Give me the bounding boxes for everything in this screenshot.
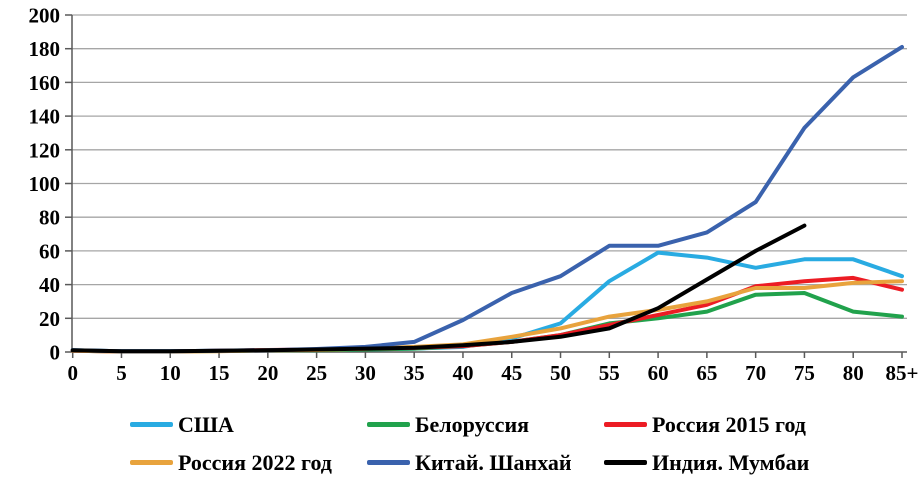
x-tick-label-55: 55 [599,361,620,385]
legend-swatch-russia-2022 [130,460,173,465]
y-tick-label-140: 140 [29,105,61,129]
legend-swatch-russia-2015 [604,422,647,427]
x-tick-label-10: 10 [160,361,181,385]
x-tick-label-5: 5 [116,361,127,385]
legend-item-russia-2015: Россия 2015 год [604,412,809,437]
x-tick-label-85+: 85+ [886,361,918,385]
x-tick-label-65: 65 [696,361,717,385]
y-tick-label-60: 60 [39,239,60,263]
x-tick-label-20: 20 [257,361,278,385]
legend-item-china-shanghai: Китай. Шанхай [367,450,604,475]
y-tick-label-100: 100 [29,172,61,196]
legend-item-russia-2022: Россия 2022 год [130,450,367,475]
x-tick-label-80: 80 [843,361,864,385]
x-tick-label-50: 50 [550,361,571,385]
x-tick-label-15: 15 [209,361,230,385]
y-tick-label-120: 120 [29,138,61,162]
legend-item-india-mumbai: Индия. Мумбаи [604,450,809,475]
series-line-3 [70,279,904,354]
x-tick-label-75: 75 [794,361,815,385]
x-tick-label-35: 35 [404,361,425,385]
legend-label-china-shanghai: Китай. Шанхай [415,450,572,475]
legend-item-usa: США [130,412,367,437]
y-tick-label-0: 0 [50,341,61,365]
series-line-4 [70,45,904,354]
chart-legend: США Белоруссия Россия 2015 год Россия 20… [130,412,809,475]
y-tick-label-40: 40 [39,273,60,297]
y-tick-label-80: 80 [39,206,60,230]
legend-swatch-belarus [367,422,410,427]
y-tick-label-160: 160 [29,71,61,95]
x-tick-label-60: 60 [648,361,669,385]
legend-item-belarus: Белоруссия [367,412,604,437]
y-tick-label-200: 200 [29,4,61,28]
x-tick-label-0: 0 [67,361,78,385]
y-tick-label-180: 180 [29,37,61,61]
x-tick-label-45: 45 [501,361,522,385]
series-line-5 [70,223,807,354]
series-line-0 [70,250,904,354]
x-tick-label-25: 25 [306,361,327,385]
legend-swatch-usa [130,422,173,427]
x-tick-label-70: 70 [745,361,766,385]
legend-label-russia-2015: Россия 2015 год [652,412,806,437]
x-tick-label-40: 40 [452,361,473,385]
legend-label-india-mumbai: Индия. Мумбаи [652,450,810,475]
y-tick-label-20: 20 [39,307,60,331]
legend-label-russia-2022: Россия 2022 год [178,450,332,475]
legend-swatch-china-shanghai [367,460,410,465]
legend-swatch-india-mumbai [604,460,647,465]
legend-label-usa: США [178,412,234,437]
x-tick-label-30: 30 [355,361,376,385]
legend-label-belarus: Белоруссия [415,412,530,437]
